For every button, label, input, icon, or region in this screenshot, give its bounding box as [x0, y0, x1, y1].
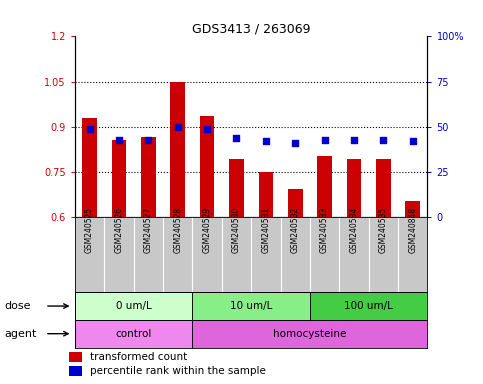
Text: GSM240529: GSM240529	[202, 207, 212, 253]
Point	[233, 135, 241, 141]
Bar	[258, 172, 273, 217]
Bar	[310, 292, 427, 320]
Point	[174, 124, 182, 130]
Text: control: control	[115, 329, 152, 339]
Point	[350, 136, 358, 142]
Bar	[317, 156, 332, 217]
Bar	[69, 366, 82, 376]
Text: GSM240530: GSM240530	[232, 207, 241, 253]
Point	[85, 126, 93, 132]
Bar	[192, 320, 427, 348]
Text: transformed count: transformed count	[90, 352, 187, 362]
Text: GSM240528: GSM240528	[173, 207, 182, 253]
Text: 0 um/L: 0 um/L	[116, 301, 152, 311]
Point	[203, 126, 211, 132]
Bar	[75, 320, 192, 348]
Point	[115, 136, 123, 142]
Text: GSM240533: GSM240533	[320, 207, 329, 253]
Text: GSM240534: GSM240534	[350, 207, 358, 253]
Point	[321, 136, 328, 142]
Point	[409, 138, 417, 144]
Bar	[112, 141, 126, 217]
Text: 100 um/L: 100 um/L	[344, 301, 393, 311]
Text: GSM240525: GSM240525	[85, 207, 94, 253]
Bar	[192, 292, 310, 320]
Text: GSM240532: GSM240532	[291, 207, 300, 253]
Text: GSM240535: GSM240535	[379, 207, 388, 253]
Bar	[82, 118, 97, 217]
Text: GSM240848: GSM240848	[408, 207, 417, 253]
Bar	[200, 116, 214, 217]
Text: GSM240531: GSM240531	[261, 207, 270, 253]
Bar	[141, 137, 156, 217]
Bar	[376, 159, 391, 217]
Bar	[75, 292, 192, 320]
Point	[262, 138, 270, 144]
Text: GSM240526: GSM240526	[114, 207, 124, 253]
Point	[291, 140, 299, 146]
Bar	[69, 352, 82, 362]
Bar	[229, 159, 244, 217]
Point	[380, 136, 387, 142]
Bar	[170, 82, 185, 217]
Text: 10 um/L: 10 um/L	[230, 301, 272, 311]
Title: GDS3413 / 263069: GDS3413 / 263069	[192, 22, 311, 35]
Text: percentile rank within the sample: percentile rank within the sample	[90, 366, 266, 376]
Bar	[347, 159, 361, 217]
Text: homocysteine: homocysteine	[273, 329, 347, 339]
Text: GSM240527: GSM240527	[144, 207, 153, 253]
Point	[144, 136, 152, 142]
Text: dose: dose	[5, 301, 31, 311]
Bar	[405, 201, 420, 217]
Text: agent: agent	[5, 329, 37, 339]
Bar	[288, 189, 302, 217]
